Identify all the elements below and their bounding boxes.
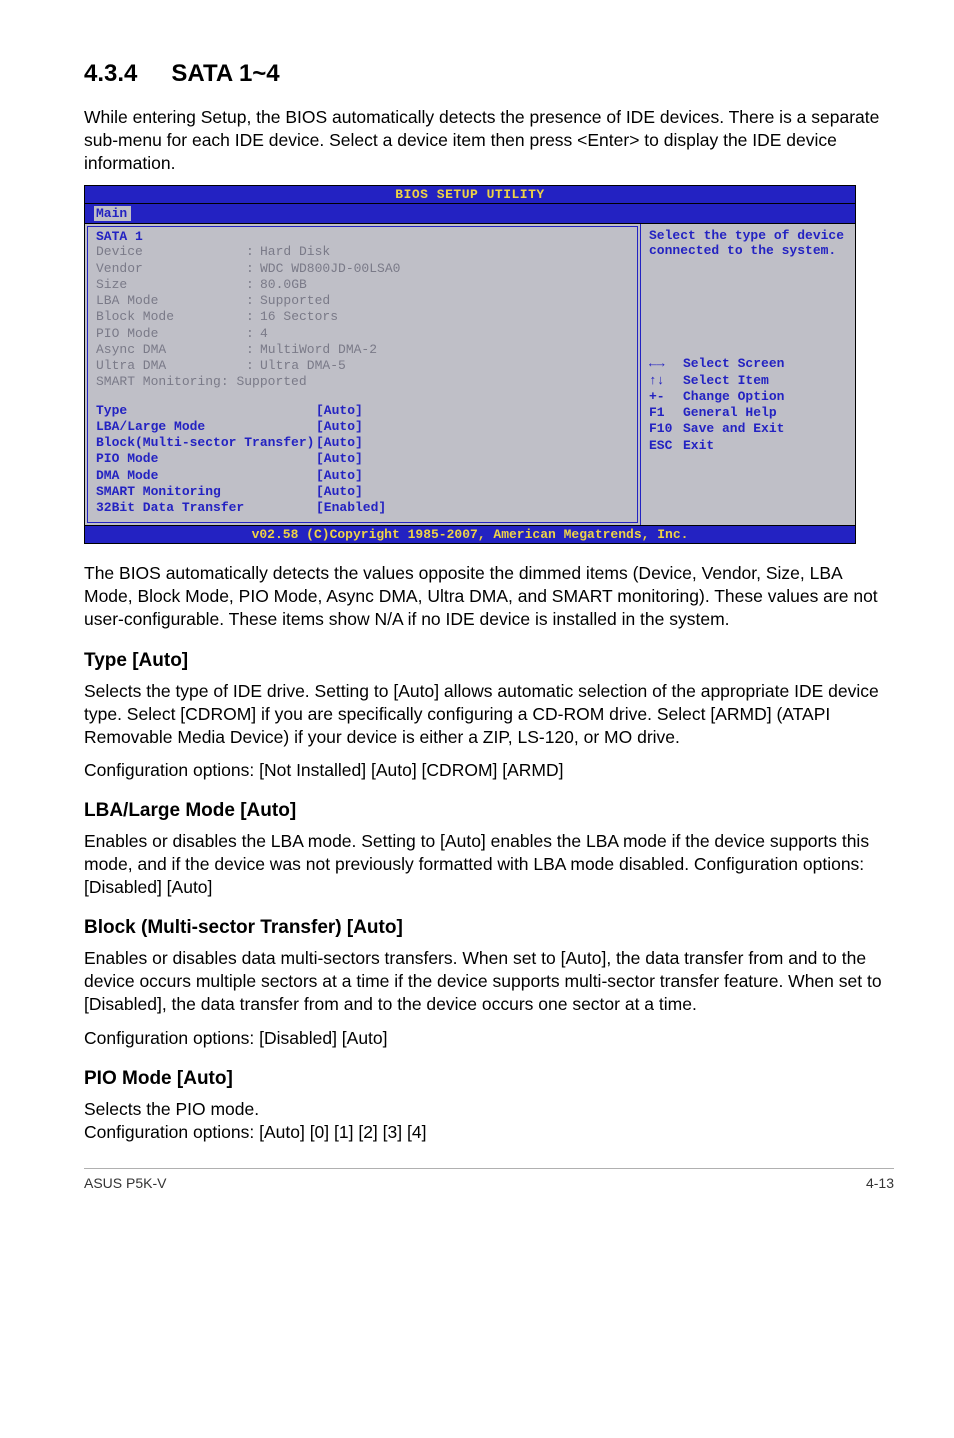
bios-option-row[interactable]: 32Bit Data Transfer[Enabled]: [96, 500, 629, 516]
bios-dimmed-row: SMART Monitoring: Supported: [96, 374, 629, 390]
bios-dimmed-row: Ultra DMA: Ultra DMA-5: [96, 358, 629, 374]
bios-option-row[interactable]: Block(Multi-sector Transfer)[Auto]: [96, 435, 629, 451]
bios-key-legend: ←→Select Screen ↑↓Select Item +-Change O…: [649, 356, 847, 454]
esc-key-icon: ESC: [649, 438, 683, 454]
bios-option-row[interactable]: LBA/Large Mode[Auto]: [96, 419, 629, 435]
bios-dimmed-row: Async DMA: MultiWord DMA-2: [96, 342, 629, 358]
type-paragraph: Selects the type of IDE drive. Setting t…: [84, 680, 894, 749]
bios-option-row[interactable]: DMA Mode[Auto]: [96, 468, 629, 484]
bios-tab-main[interactable]: Main: [93, 205, 132, 222]
footer-right: 4-13: [866, 1175, 894, 1191]
arrows-ud-icon: ↑↓: [649, 373, 683, 389]
plusminus-icon: +-: [649, 389, 683, 405]
bios-dimmed-row: Vendor: WDC WD800JD-00LSA0: [96, 261, 629, 277]
lba-heading: LBA/Large Mode [Auto]: [84, 800, 894, 822]
page-footer: ASUS P5K-V 4-13: [84, 1168, 894, 1191]
bios-dimmed-row: Size: 80.0GB: [96, 277, 629, 293]
bios-copyright: v02.58 (C)Copyright 1985-2007, American …: [85, 525, 855, 543]
bios-dimmed-row: PIO Mode: 4: [96, 326, 629, 342]
arrows-lr-icon: ←→: [649, 356, 683, 372]
f10-key-icon: F10: [649, 421, 683, 437]
block-paragraph: Enables or disables data multi-sectors t…: [84, 947, 894, 1016]
bios-option-row[interactable]: Type[Auto]: [96, 403, 629, 419]
block-heading: Block (Multi-sector Transfer) [Auto]: [84, 917, 894, 939]
bios-screenshot: BIOS SETUP UTILITY Main SATA 1 Device: H…: [84, 185, 856, 544]
block-config: Configuration options: [Disabled] [Auto]: [84, 1027, 894, 1050]
bios-left-panel: SATA 1 Device: Hard Disk Vendor: WDC WD8…: [85, 224, 640, 525]
after-bios-paragraph: The BIOS automatically detects the value…: [84, 562, 894, 631]
bios-help-text: Select the type of device connected to t…: [649, 228, 847, 356]
lba-paragraph: Enables or disables the LBA mode. Settin…: [84, 830, 894, 899]
f1-key-icon: F1: [649, 405, 683, 421]
footer-left: ASUS P5K-V: [84, 1175, 166, 1191]
section-number: 4.3.4: [84, 60, 137, 88]
bios-title-bar: BIOS SETUP UTILITY: [85, 186, 855, 204]
bios-dimmed-row: LBA Mode: Supported: [96, 293, 629, 309]
bios-option-row[interactable]: SMART Monitoring[Auto]: [96, 484, 629, 500]
pio-config: Configuration options: [Auto] [0] [1] [2…: [84, 1121, 894, 1144]
bios-dimmed-row: Device: Hard Disk: [96, 244, 629, 260]
section-title-text: SATA 1~4: [171, 60, 279, 87]
intro-paragraph: While entering Setup, the BIOS automatic…: [84, 106, 894, 175]
pio-paragraph: Selects the PIO mode.: [84, 1098, 894, 1121]
section-heading: 4.3.4 SATA 1~4: [84, 60, 894, 88]
bios-legend: SATA 1: [96, 229, 629, 244]
bios-help-panel: Select the type of device connected to t…: [640, 224, 855, 525]
bios-option-row[interactable]: PIO Mode[Auto]: [96, 451, 629, 467]
type-heading: Type [Auto]: [84, 650, 894, 672]
bios-dimmed-row: Block Mode: 16 Sectors: [96, 309, 629, 325]
type-config: Configuration options: [Not Installed] […: [84, 759, 894, 782]
bios-tab-bar: Main: [85, 204, 855, 223]
pio-heading: PIO Mode [Auto]: [84, 1068, 894, 1090]
